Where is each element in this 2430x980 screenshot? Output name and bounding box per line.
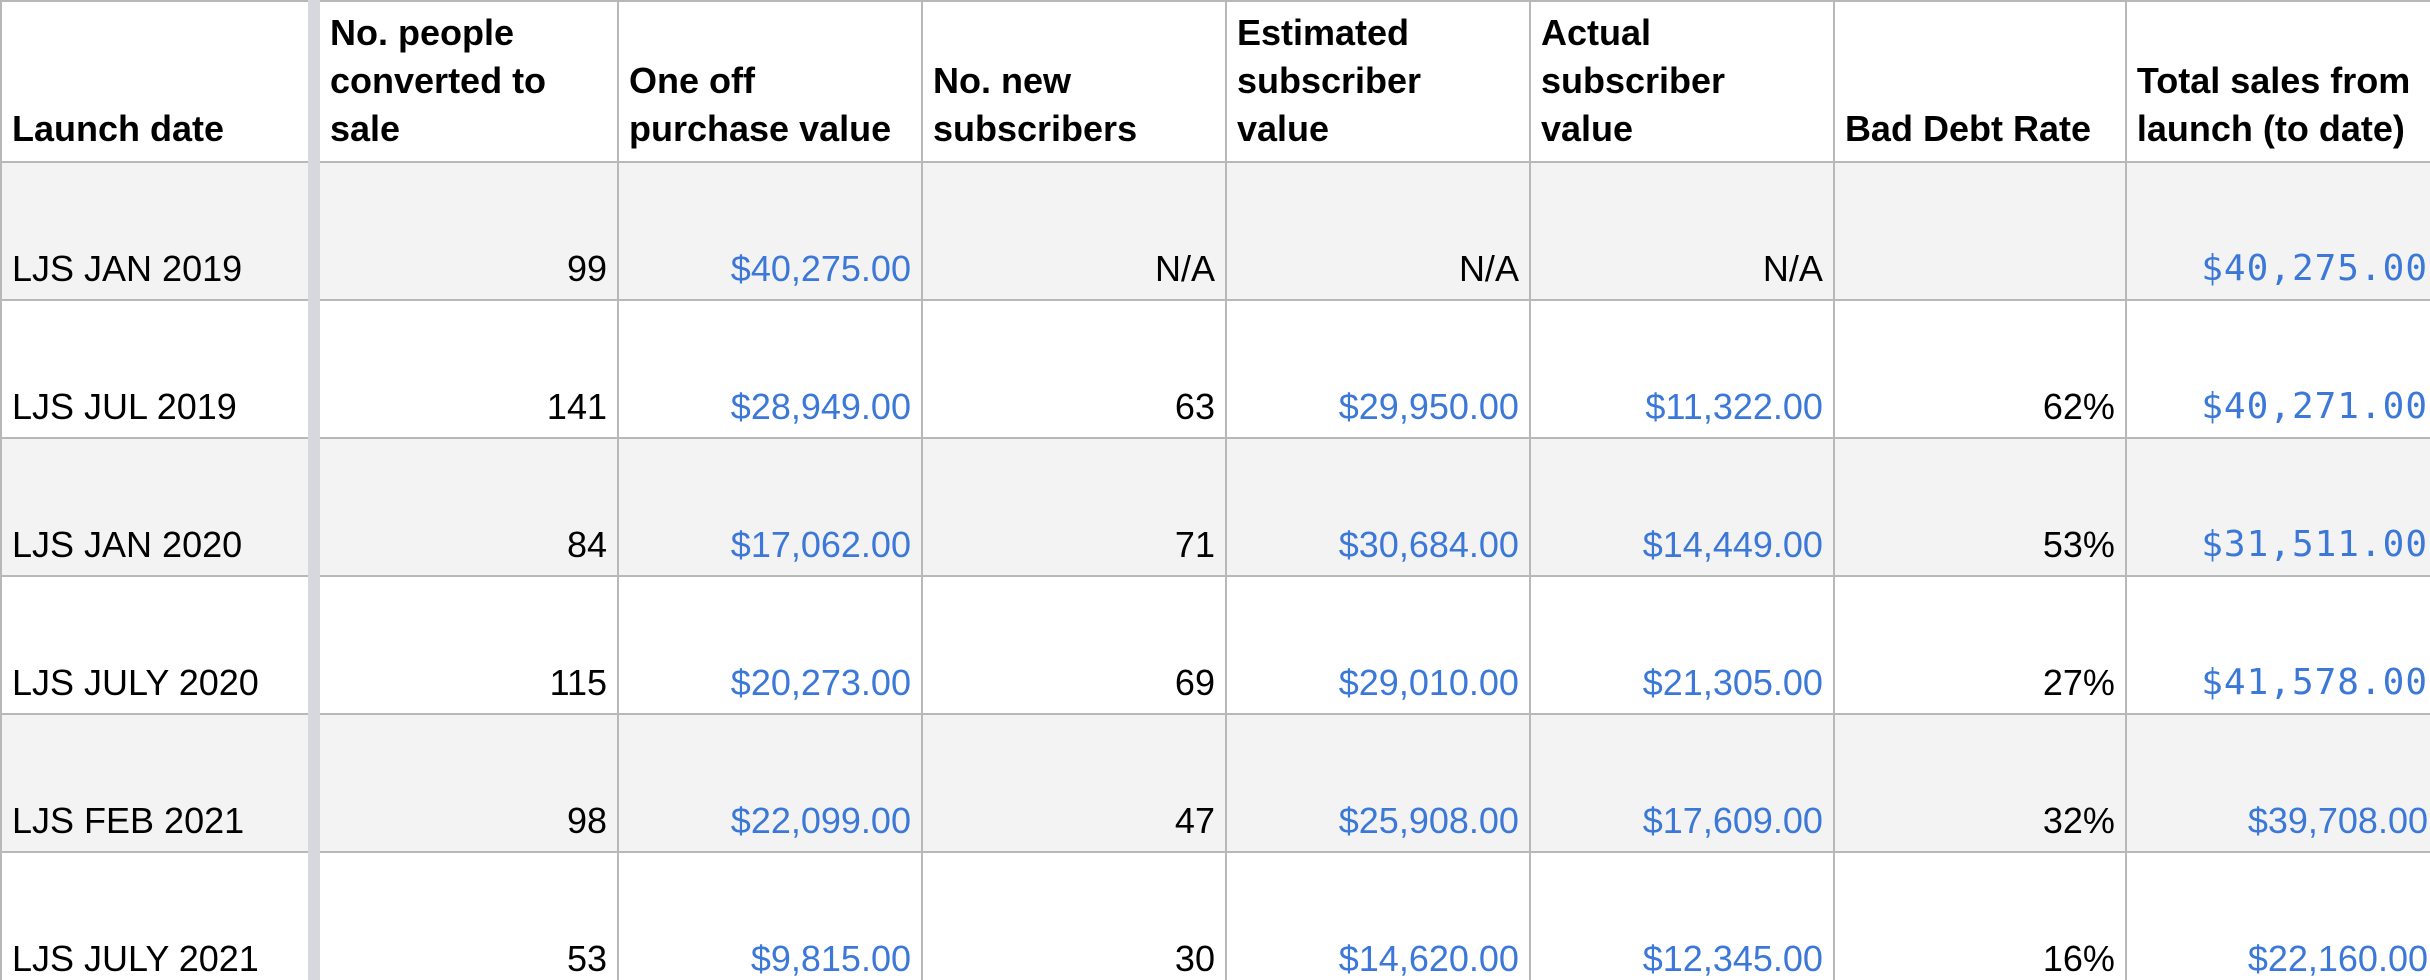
cell-total-sales[interactable]: $22,160.00	[2124, 851, 2430, 980]
cell-total-sales[interactable]: $40,275.00	[2124, 161, 2430, 301]
cell-one-off-value[interactable]: $22,099.00	[617, 713, 923, 853]
cell-launch-date[interactable]: LJS JAN 2019	[0, 161, 321, 301]
cell-people-converted[interactable]: 84	[313, 437, 619, 577]
cell-bad-debt-rate[interactable]: 16%	[1832, 851, 2127, 980]
cell-new-subscribers[interactable]: N/A	[920, 161, 1227, 301]
header-people-converted[interactable]: No. people converted to sale	[313, 0, 619, 163]
cell-new-subscribers[interactable]: 69	[920, 575, 1227, 715]
cell-one-off-value[interactable]: $20,273.00	[617, 575, 923, 715]
cell-estimated-value[interactable]: $29,950.00	[1224, 299, 1531, 439]
cell-total-sales[interactable]: $40,271.00	[2124, 299, 2430, 439]
header-actual-value[interactable]: Actual subscriber value	[1528, 0, 1835, 163]
cell-actual-value[interactable]: $11,322.00	[1528, 299, 1835, 439]
header-new-subscribers[interactable]: No. new subscribers	[920, 0, 1227, 163]
cell-estimated-value[interactable]: $14,620.00	[1224, 851, 1531, 980]
table-row: LJS JAN 2019 99 $40,275.00 N/A N/A N/A $…	[0, 161, 2430, 301]
cell-launch-date[interactable]: LJS JULY 2020	[0, 575, 321, 715]
cell-launch-date[interactable]: LJS JULY 2021	[0, 851, 321, 980]
cell-one-off-value[interactable]: $9,815.00	[617, 851, 923, 980]
header-total-sales[interactable]: Total sales from launch (to date)	[2124, 0, 2430, 163]
cell-total-sales[interactable]: $31,511.00	[2124, 437, 2430, 577]
cell-people-converted[interactable]: 53	[313, 851, 619, 980]
cell-total-sales[interactable]: $41,578.00	[2124, 575, 2430, 715]
header-launch-date[interactable]: Launch date	[0, 0, 321, 163]
cell-launch-date[interactable]: LJS JUL 2019	[0, 299, 321, 439]
cell-bad-debt-rate[interactable]	[1832, 161, 2127, 301]
cell-actual-value[interactable]: $14,449.00	[1528, 437, 1835, 577]
header-bad-debt-rate[interactable]: Bad Debt Rate	[1832, 0, 2127, 163]
cell-estimated-value[interactable]: $25,908.00	[1224, 713, 1531, 853]
cell-people-converted[interactable]: 115	[313, 575, 619, 715]
cell-estimated-value[interactable]: $30,684.00	[1224, 437, 1531, 577]
cell-total-sales[interactable]: $39,708.00	[2124, 713, 2430, 853]
table-row: LJS FEB 2021 98 $22,099.00 47 $25,908.00…	[0, 713, 2430, 853]
cell-people-converted[interactable]: 99	[313, 161, 619, 301]
cell-estimated-value[interactable]: N/A	[1224, 161, 1531, 301]
cell-actual-value[interactable]: $17,609.00	[1528, 713, 1835, 853]
cell-bad-debt-rate[interactable]: 62%	[1832, 299, 2127, 439]
cell-people-converted[interactable]: 98	[313, 713, 619, 853]
table-row: LJS JUL 2019 141 $28,949.00 63 $29,950.0…	[0, 299, 2430, 439]
cell-new-subscribers[interactable]: 30	[920, 851, 1227, 980]
cell-bad-debt-rate[interactable]: 27%	[1832, 575, 2127, 715]
cell-launch-date[interactable]: LJS FEB 2021	[0, 713, 321, 853]
cell-actual-value[interactable]: N/A	[1528, 161, 1835, 301]
header-estimated-value[interactable]: Estimated subscriber value	[1224, 0, 1531, 163]
cell-one-off-value[interactable]: $40,275.00	[617, 161, 923, 301]
cell-actual-value[interactable]: $12,345.00	[1528, 851, 1835, 980]
cell-new-subscribers[interactable]: 71	[920, 437, 1227, 577]
cell-bad-debt-rate[interactable]: 53%	[1832, 437, 2127, 577]
cell-bad-debt-rate[interactable]: 32%	[1832, 713, 2127, 853]
table-row: LJS JULY 2021 53 $9,815.00 30 $14,620.00…	[0, 851, 2430, 980]
cell-new-subscribers[interactable]: 63	[920, 299, 1227, 439]
table-row: LJS JULY 2020 115 $20,273.00 69 $29,010.…	[0, 575, 2430, 715]
cell-actual-value[interactable]: $21,305.00	[1528, 575, 1835, 715]
cell-one-off-value[interactable]: $17,062.00	[617, 437, 923, 577]
cell-one-off-value[interactable]: $28,949.00	[617, 299, 923, 439]
cell-new-subscribers[interactable]: 47	[920, 713, 1227, 853]
cell-estimated-value[interactable]: $29,010.00	[1224, 575, 1531, 715]
header-row: Launch date No. people converted to sale…	[0, 0, 2430, 163]
cell-launch-date[interactable]: LJS JAN 2020	[0, 437, 321, 577]
header-one-off-value[interactable]: One off purchase value	[617, 0, 923, 163]
table-row: LJS JAN 2020 84 $17,062.00 71 $30,684.00…	[0, 437, 2430, 577]
cell-people-converted[interactable]: 141	[313, 299, 619, 439]
